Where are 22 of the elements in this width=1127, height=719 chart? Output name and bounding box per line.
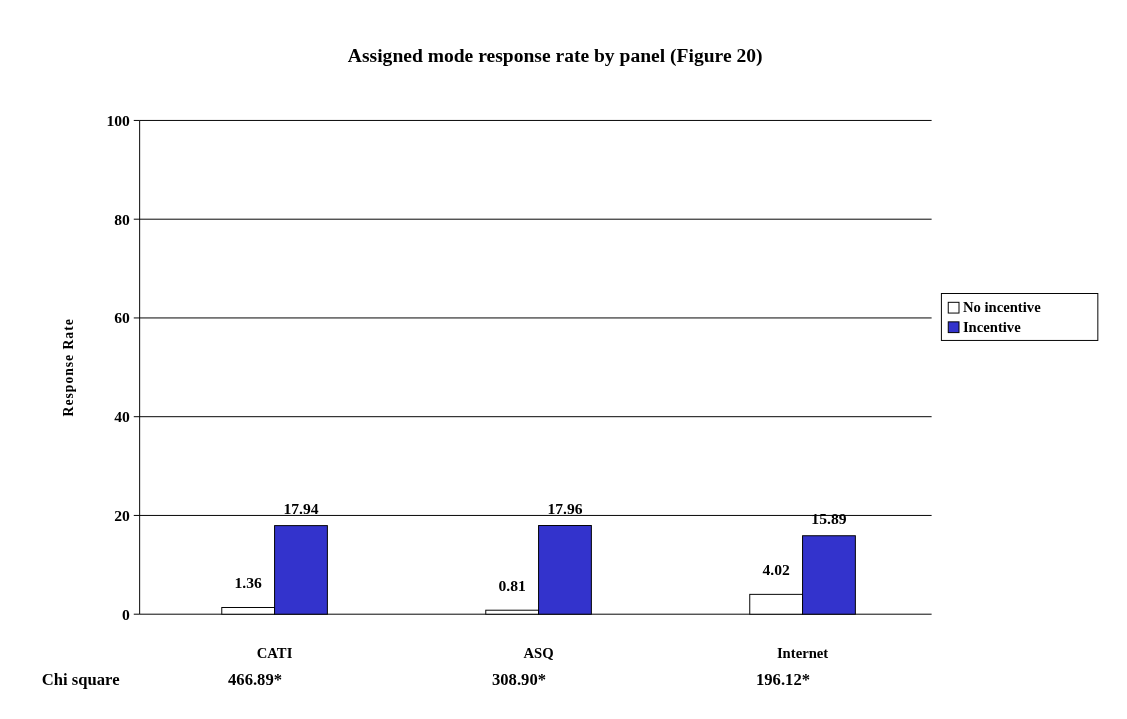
y-tick-label: 80 bbox=[114, 210, 131, 228]
x-tick-label: CATI bbox=[256, 645, 293, 662]
text: Chi square bbox=[41, 669, 120, 689]
y-tick-label: 20 bbox=[114, 506, 131, 524]
data-label: 0.81 bbox=[498, 576, 526, 594]
data-label: 17.96 bbox=[547, 499, 583, 517]
x-tick-label: Internet bbox=[776, 645, 829, 662]
data-label: 17.94 bbox=[283, 499, 319, 517]
text: 308.90* bbox=[492, 669, 546, 689]
y-tick-label: 60 bbox=[114, 309, 131, 327]
x-tick-label: ASQ bbox=[523, 645, 554, 662]
data-label: 4.02 bbox=[762, 560, 791, 578]
y-tick-label: 100 bbox=[106, 111, 131, 129]
text: 196.12* bbox=[756, 669, 810, 689]
chart-title: Assigned mode response rate by panel (Figure 20) bbox=[347, 44, 763, 67]
data-label: 1.36 bbox=[234, 573, 263, 591]
y-tick-label: 40 bbox=[114, 408, 131, 426]
legend-label: Incentive bbox=[962, 318, 1022, 335]
y-axis-title: Response Rate bbox=[61, 318, 77, 417]
legend-label: No incentive bbox=[962, 299, 1042, 316]
y-tick-label: 0 bbox=[122, 605, 131, 623]
text: 466.89* bbox=[228, 669, 283, 689]
